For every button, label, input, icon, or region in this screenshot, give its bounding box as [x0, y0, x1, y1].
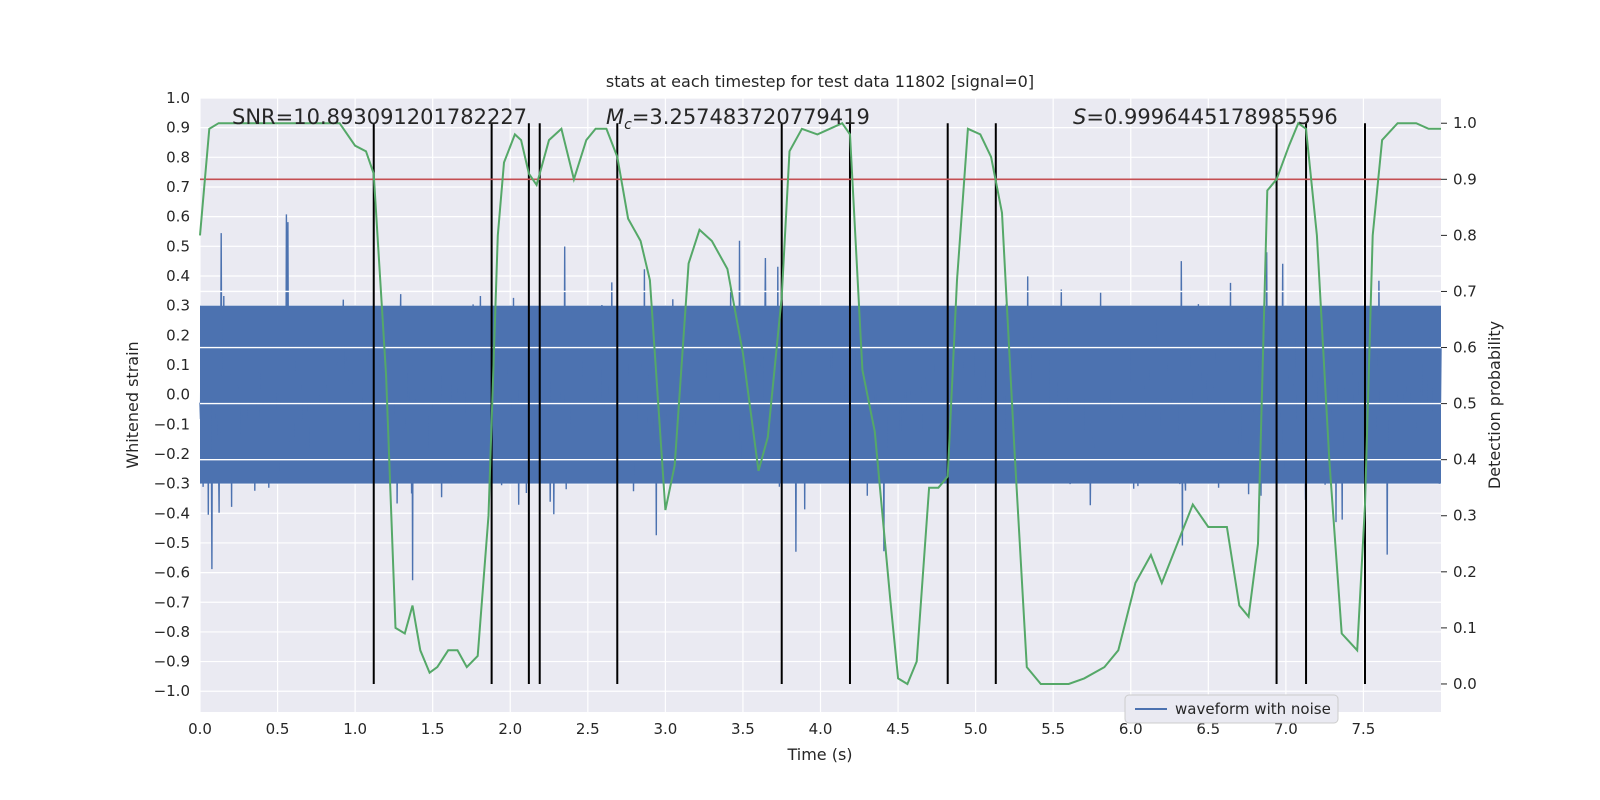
s-annotation: S=0.9996445178985596: [1073, 105, 1338, 129]
probability-series: [199, 121, 1441, 686]
y-left-tick-label: 0.4: [166, 267, 190, 285]
y-right-tick-label: 0.8: [1453, 226, 1477, 244]
mc-value: =3.257483720779419: [632, 105, 870, 129]
mc-annotation: Mc=3.257483720779419: [606, 105, 870, 133]
y-left-tick-label: −0.3: [154, 475, 190, 493]
x-tick-label: 7.0: [1274, 720, 1298, 738]
y-axis-label-right: Detection probability: [1485, 321, 1504, 489]
x-tick-label: 0.5: [266, 720, 290, 738]
waveform-line: [199, 214, 1442, 581]
y-left-tick-label: 0.0: [166, 386, 190, 404]
y-right-tick-label: 0.0: [1453, 675, 1477, 693]
y-right-tick-label: 0.9: [1453, 170, 1477, 188]
x-tick-label: 1.0: [343, 720, 367, 738]
x-axis-label: Time (s): [786, 745, 852, 764]
y-left-tick-label: 0.6: [166, 208, 190, 226]
y-right-tick-label: 0.6: [1453, 339, 1477, 357]
x-tick-label: 6.0: [1119, 720, 1143, 738]
y-left-tick-label: −0.4: [154, 504, 190, 522]
y-left-tick-label: −0.5: [154, 534, 190, 552]
x-tick-label: 2.0: [498, 720, 522, 738]
y-left-tick-label: −0.7: [154, 593, 190, 611]
chart-title: stats at each timestep for test data 118…: [606, 72, 1034, 91]
y-left-tick-label: −0.9: [154, 653, 190, 671]
x-tick-label: 7.5: [1352, 720, 1376, 738]
mc-subscript: c: [624, 117, 632, 133]
y-left-tick-label: 0.7: [166, 178, 190, 196]
y-right-tick-label: 0.7: [1453, 282, 1477, 300]
x-tick-label: 4.0: [809, 720, 833, 738]
y-right-tick-label: 0.2: [1453, 563, 1477, 581]
y-left-tick-label: 0.1: [166, 356, 190, 374]
legend: waveform with noise: [1124, 694, 1339, 724]
x-tick-label: 5.0: [964, 720, 988, 738]
y-left-tick-label: 1.0: [166, 89, 190, 107]
y-left-tick-label: 0.8: [166, 148, 190, 166]
x-tick-label: 0.0: [188, 720, 212, 738]
y-left-tick-label: −0.2: [154, 445, 190, 463]
x-tick-label: 6.5: [1196, 720, 1220, 738]
tick-labels: 0.0 0.5 1.0 1.5 2.0 2.5 3.0 3.5 4.0 4.5 5.0 5.5 6.0 6…: [154, 89, 1477, 738]
x-tick-label: 2.5: [576, 720, 600, 738]
y-left-tick-label: −0.6: [154, 564, 190, 582]
x-tick-label: 1.5: [421, 720, 445, 738]
y-right-tick-label: 1.0: [1453, 114, 1477, 132]
y-right-tick-label: 0.5: [1453, 395, 1477, 413]
y-left-tick-label: −0.8: [154, 623, 190, 641]
snr-annotation: SNR=10.893091201782227: [232, 105, 527, 129]
x-tick-label: 3.5: [731, 720, 755, 738]
legend-box: [1124, 694, 1339, 724]
y-right-tick-label: 0.1: [1453, 619, 1477, 637]
probability-line: [199, 121, 1441, 686]
y-left-tick-label: 0.2: [166, 326, 190, 344]
s-symbol: S: [1073, 105, 1086, 129]
y-axis-label-left: Whitened strain: [123, 341, 142, 468]
white-horizontal-lines: [200, 290, 1441, 461]
waveform-series: [199, 214, 1442, 581]
mc-symbol: M: [606, 105, 624, 129]
s-value: =0.9996445178985596: [1086, 105, 1337, 129]
x-tick-label: 5.5: [1041, 720, 1065, 738]
legend-label: waveform with noise: [1175, 700, 1331, 718]
y-left-tick-label: 0.9: [166, 119, 190, 137]
y-left-tick-label: 0.3: [166, 297, 190, 315]
y-right-tick-label: 0.4: [1453, 451, 1477, 469]
x-tick-label: 4.5: [886, 720, 910, 738]
y-right-tick-label: 0.3: [1453, 507, 1477, 525]
y-left-tick-label: −0.1: [154, 415, 190, 433]
y-left-tick-label: −1.0: [154, 682, 190, 700]
y-left-tick-label: 0.5: [166, 237, 190, 255]
x-tick-label: 3.0: [653, 720, 677, 738]
